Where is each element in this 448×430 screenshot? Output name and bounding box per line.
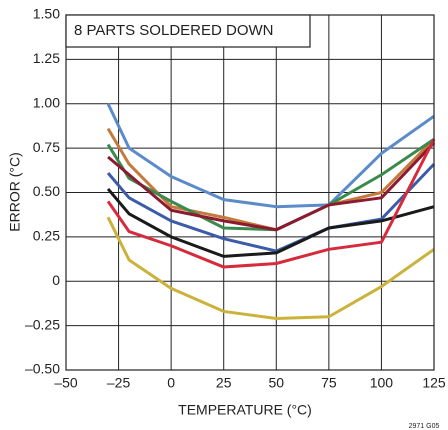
x-tick-label: 25 — [216, 375, 232, 391]
data-line — [106, 187, 435, 258]
x-tick-label: 0 — [167, 375, 175, 391]
data-line — [107, 141, 436, 232]
x-tick-label: 125 — [422, 375, 446, 391]
data-line — [106, 138, 436, 269]
x-tick-label: –50 — [54, 375, 78, 391]
y-axis-label: ERROR (°C) — [7, 152, 23, 231]
annotation: 8 PARTS SOLDERED DOWN — [74, 22, 273, 39]
x-tick-label: 75 — [321, 375, 337, 391]
data-line — [106, 216, 435, 321]
y-tick-label: 0.75 — [33, 139, 60, 155]
y-tick-label: 0 — [52, 272, 60, 288]
y-tick-label: 1.50 — [33, 6, 60, 22]
annotation-box — [65, 14, 311, 48]
y-tick-label: 0.25 — [33, 228, 60, 244]
y-tick-label: –0.50 — [25, 361, 60, 377]
y-tick-label: –0.25 — [25, 316, 60, 332]
footnote: 2971 G05 — [409, 423, 440, 430]
x-tick-label: 100 — [370, 375, 394, 391]
y-tick-label: 0.50 — [33, 183, 60, 199]
data-line — [106, 127, 436, 232]
x-tick-label: –25 — [107, 375, 131, 391]
data-line — [106, 103, 435, 209]
x-axis-label: TEMPERATURE (°C) — [178, 402, 312, 418]
y-tick-label: 1.00 — [33, 94, 60, 110]
x-tick-label: 50 — [268, 375, 284, 391]
y-tick-label: 1.25 — [33, 50, 60, 66]
